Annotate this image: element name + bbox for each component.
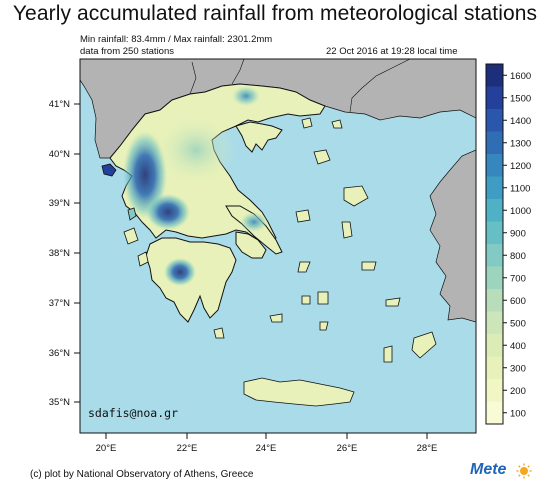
peloponnese-rain [164,258,196,286]
timestamp: 22 Oct 2016 at 19:28 local time [326,46,458,57]
colorbar-label: 1000 [510,206,531,217]
kythira [213,327,225,339]
colorbar-label: 700 [510,273,526,284]
andros [297,261,311,273]
aegean-islands [213,117,437,407]
colorbar-label: 500 [510,318,526,329]
colorbar-label: 1500 [510,93,531,104]
colorbar-swatch [486,86,503,109]
limnos [313,149,331,165]
lefkada [127,207,137,221]
lat-label: 40°N [49,149,70,160]
lat-label: 36°N [49,348,70,359]
zakynthos [137,251,149,267]
colorbar-swatch [486,221,503,244]
rainfall-shading [123,86,268,286]
anatolia-landmass [429,149,476,323]
chalkidiki [235,121,283,153]
colorbar-swatch [486,199,503,222]
lat-label: 35°N [49,397,70,408]
longitude-axis: 20°E 22°E 24°E 26°E 28°E [96,433,438,454]
kefalonia [123,227,139,245]
naxos [317,291,329,305]
lon-label: 26°E [337,443,358,454]
rhodes [411,331,437,359]
lat-label: 38°N [49,248,70,259]
colorbar-swatch [486,311,503,334]
lon-label: 28°E [417,443,438,454]
colorbar-label: 800 [510,251,526,262]
logo-text: Mete [470,461,507,478]
skyros [295,209,311,223]
meteo-logo: Mete [470,457,536,487]
attica [235,231,267,259]
lon-label: 20°E [96,443,117,454]
kos [385,297,401,307]
colorbar-swatch [486,401,503,424]
colorbar-legend: 1600 1500 1400 1300 1200 1100 1000 900 800 700 600… [485,63,531,425]
colorbar-frame [485,63,504,425]
samos [361,261,377,271]
colorbar-swatch [486,356,503,379]
lon-label: 22°E [177,443,198,454]
lat-label: 37°N [49,298,70,309]
watermark: sdafis@noa.gr [88,406,178,420]
colorbar-swatch [486,289,503,312]
central-rain [156,116,236,184]
colorbar-label: 200 [510,386,526,397]
western-greece-rain [146,194,190,230]
santorini [319,321,329,331]
thasos [301,117,313,129]
milos [269,313,283,323]
lat-label: 39°N [49,198,70,209]
corfu [101,163,117,177]
colorbar-swatch [486,266,503,289]
min-max-rainfall: Min rainfall: 83.4mm / Max rainfall: 230… [80,34,273,45]
sun-icon [516,463,532,479]
colorbar-label: 900 [510,228,526,239]
chios [341,221,353,239]
colorbar-swatch [486,154,503,177]
map-frame [79,58,477,434]
lesvos [343,185,369,207]
colorbar-label: 1200 [510,161,531,172]
credit-text: (c) plot by National Observatory of Athe… [30,469,254,480]
colorbar-swatch [486,334,503,357]
colorbar-swatch [486,109,503,132]
colorbar-swatch [486,176,503,199]
thrace-rain [232,86,260,106]
colorbar-swatch [486,379,503,402]
colorbar-label: 1600 [510,71,531,82]
colorbar-label: 300 [510,363,526,374]
paros [301,295,311,305]
latitude-axis: 41°N 40°N 39°N 38°N 37°N 36°N 35°N [49,99,80,408]
lat-label: 41°N [49,99,70,110]
colorbar-swatch [486,64,503,87]
colorbar-swatch [486,244,503,267]
lon-label: 24°E [256,443,277,454]
country-border [189,59,411,113]
colorbar-label: 100 [510,408,526,419]
crete [243,377,355,407]
page-title: Yearly accumulated rainfall from meteoro… [12,2,538,25]
pelion-rain [240,212,268,232]
colorbar-label: 1300 [510,138,531,149]
colorbar-label: 600 [510,296,526,307]
station-count: data from 250 stations [80,46,174,57]
samothraki [331,119,343,129]
colorbar-label: 1400 [510,116,531,127]
colorbar-swatch [486,131,503,154]
colorbar-label: 1100 [510,183,530,194]
karpathos [383,345,393,363]
colorbar-label: 400 [510,341,526,352]
